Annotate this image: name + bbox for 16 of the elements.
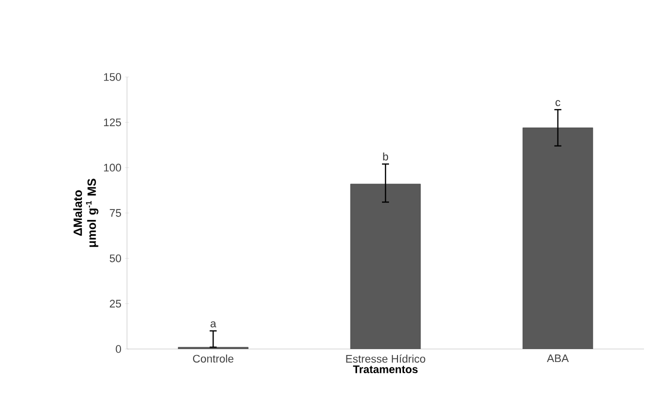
bar (350, 184, 421, 349)
y-tick-label: 50 (110, 254, 122, 262)
x-axis-title: Tratamentos (353, 366, 418, 374)
y-tick-label: 100 (104, 164, 122, 172)
y-tick-label: 25 (110, 300, 122, 308)
annotation: c (556, 100, 560, 106)
annotation: b (383, 152, 388, 161)
y-tick-label: 150 (104, 73, 122, 81)
y-tick-label: 125 (104, 118, 122, 126)
x-tick-label: Estresse Hídrico (346, 354, 426, 363)
y-tick-label: 75 (110, 209, 122, 217)
bar (522, 128, 594, 349)
x-tick-label: ABA (546, 354, 569, 362)
x-tick-label: Controle (193, 354, 234, 363)
annotation: a (210, 321, 216, 328)
y-tick-label: 0 (116, 345, 122, 353)
